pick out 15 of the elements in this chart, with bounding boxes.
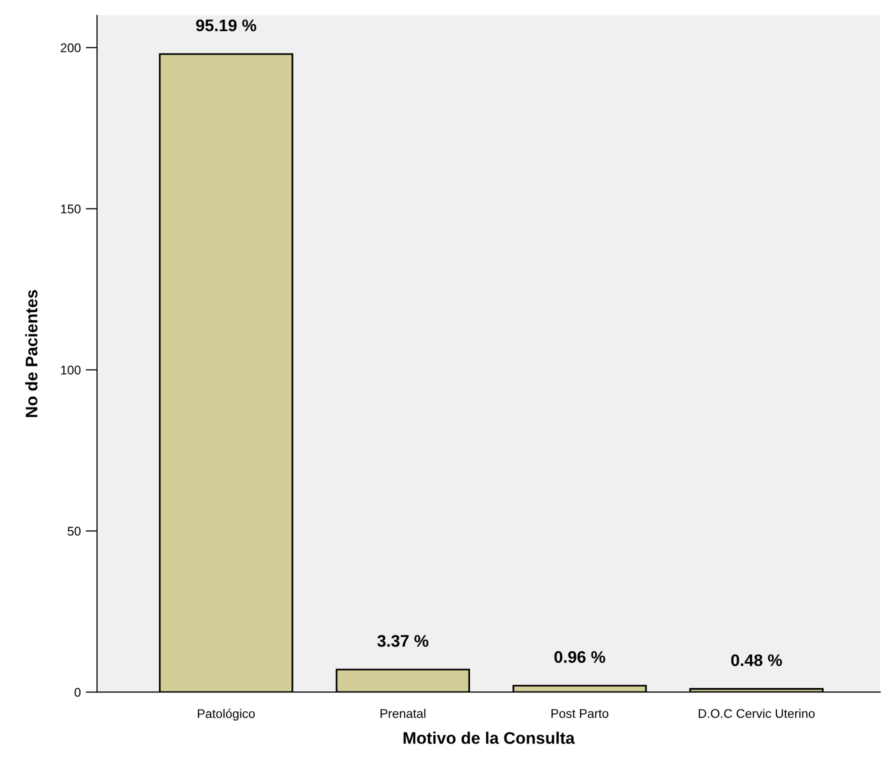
y-axis-title: No de Pacientes: [25, 290, 38, 417]
x-tick-label: D.O.C Cervic Uterino: [698, 708, 815, 718]
x-tick-label: Prenatal: [380, 708, 426, 718]
y-tick-label: 200: [60, 43, 81, 52]
x-tick-label: Patológico: [198, 708, 255, 721]
x-tick-label: Post Parto: [552, 709, 608, 718]
y-tick-label: 0: [74, 688, 81, 697]
x-axis-title: Motivo de la Consulta: [404, 732, 575, 744]
annotation: 0.48 %: [731, 654, 782, 666]
y-tick-label: 50: [68, 526, 81, 536]
annotation: 95.19 %: [196, 20, 256, 32]
annotation: 0.96 %: [554, 651, 606, 663]
y-tick-label: 150: [61, 204, 81, 214]
annotation: 3.37 %: [377, 635, 428, 647]
y-tick-label: 100: [61, 366, 81, 375]
